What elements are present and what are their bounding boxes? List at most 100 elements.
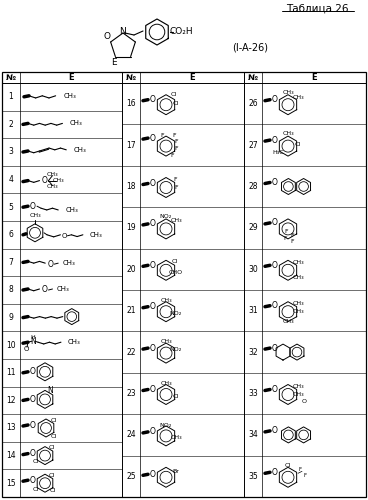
Text: Таблица 26: Таблица 26 <box>286 4 348 14</box>
Text: №: № <box>126 73 136 82</box>
Text: N: N <box>30 336 36 345</box>
Text: O: O <box>150 134 156 142</box>
Text: 35: 35 <box>248 472 258 481</box>
Text: F: F <box>304 473 307 478</box>
Text: H₃C: H₃C <box>272 150 284 154</box>
Text: Cl: Cl <box>285 463 291 468</box>
Text: 25: 25 <box>126 472 136 481</box>
Text: Cl: Cl <box>173 394 179 399</box>
Text: F: F <box>283 236 287 242</box>
Text: O: O <box>150 95 156 104</box>
Text: O: O <box>103 32 110 42</box>
Text: Cl: Cl <box>172 259 178 264</box>
Text: O: O <box>42 286 47 294</box>
Text: 11: 11 <box>6 368 16 378</box>
Text: 10: 10 <box>6 340 16 349</box>
Text: F: F <box>160 132 164 138</box>
Text: CH₃: CH₃ <box>170 436 182 440</box>
Text: O: O <box>272 385 278 394</box>
Text: CH₃: CH₃ <box>160 298 172 303</box>
Text: CH₃: CH₃ <box>47 172 58 177</box>
Text: 28: 28 <box>248 182 258 191</box>
Text: O: O <box>272 95 278 104</box>
Text: (I-A-26): (I-A-26) <box>232 42 268 52</box>
Text: F: F <box>298 467 301 472</box>
Text: F: F <box>284 230 288 234</box>
Text: 20: 20 <box>126 265 136 274</box>
Text: 17: 17 <box>126 140 136 149</box>
Text: O: O <box>272 426 278 436</box>
Text: O: O <box>42 176 47 185</box>
Text: 6: 6 <box>8 230 14 239</box>
Text: 2: 2 <box>8 120 13 129</box>
Text: 24: 24 <box>126 430 136 440</box>
Text: CH₃: CH₃ <box>73 147 86 153</box>
Text: CH₃: CH₃ <box>282 130 294 136</box>
Text: CH₃: CH₃ <box>29 214 41 218</box>
Text: CO₂H: CO₂H <box>169 28 193 36</box>
Text: O: O <box>150 302 156 311</box>
Text: NO₂: NO₂ <box>170 311 182 316</box>
Text: E: E <box>68 73 74 82</box>
Text: 27: 27 <box>248 140 258 149</box>
Text: 18: 18 <box>126 182 136 191</box>
Text: 7: 7 <box>8 258 14 267</box>
Text: 30: 30 <box>248 265 258 274</box>
Text: CH₃: CH₃ <box>292 95 304 100</box>
Text: №: № <box>6 73 16 82</box>
Text: F: F <box>174 185 178 190</box>
Text: O: O <box>150 344 156 352</box>
Text: 34: 34 <box>248 430 258 440</box>
Text: №: № <box>248 73 258 82</box>
Text: 16: 16 <box>126 99 136 108</box>
Text: Cl: Cl <box>33 459 39 464</box>
Text: O: O <box>150 428 156 436</box>
Text: CH₃: CH₃ <box>70 120 82 126</box>
Text: 32: 32 <box>248 348 258 356</box>
Text: CH₃: CH₃ <box>62 260 75 266</box>
Text: NO₂: NO₂ <box>170 346 182 352</box>
Text: CH₃: CH₃ <box>292 275 304 280</box>
Text: O: O <box>30 476 36 484</box>
Text: O: O <box>30 395 36 404</box>
Text: E: E <box>311 73 317 82</box>
Text: O: O <box>272 468 278 477</box>
Text: Br: Br <box>173 469 180 474</box>
Text: O: O <box>150 470 156 479</box>
Text: F: F <box>174 138 178 143</box>
Text: O: O <box>30 449 36 458</box>
Text: F: F <box>170 152 174 158</box>
Text: F: F <box>173 177 177 182</box>
Text: O: O <box>30 368 36 376</box>
Text: N: N <box>47 386 53 395</box>
Text: F: F <box>174 146 178 150</box>
Text: Cl: Cl <box>50 488 56 492</box>
Text: NO₂: NO₂ <box>160 424 172 428</box>
Text: 19: 19 <box>126 224 136 232</box>
Text: CHO: CHO <box>169 270 183 275</box>
Text: Cl: Cl <box>49 472 55 478</box>
Text: CH₃: CH₃ <box>68 339 81 345</box>
Text: Cl: Cl <box>51 434 57 440</box>
Text: O: O <box>62 233 67 239</box>
Text: NO₂: NO₂ <box>160 214 172 220</box>
Text: CH₃: CH₃ <box>292 309 304 314</box>
Text: O: O <box>150 220 156 228</box>
Text: CH₃: CH₃ <box>56 286 69 292</box>
Text: 26: 26 <box>248 99 258 108</box>
Text: 23: 23 <box>126 389 136 398</box>
Text: N: N <box>120 28 126 36</box>
Text: E: E <box>112 58 117 67</box>
Text: O: O <box>272 136 278 144</box>
Text: 14: 14 <box>6 451 16 460</box>
Text: 3: 3 <box>8 148 14 156</box>
Text: 12: 12 <box>6 396 16 405</box>
Text: 15: 15 <box>6 478 16 488</box>
Text: CH₃: CH₃ <box>65 207 78 213</box>
Text: 33: 33 <box>248 389 258 398</box>
Text: 9: 9 <box>8 313 14 322</box>
Text: 8: 8 <box>8 286 13 294</box>
Text: 5: 5 <box>8 202 14 211</box>
Text: Cl: Cl <box>49 445 55 450</box>
Text: CH₃: CH₃ <box>53 178 64 183</box>
